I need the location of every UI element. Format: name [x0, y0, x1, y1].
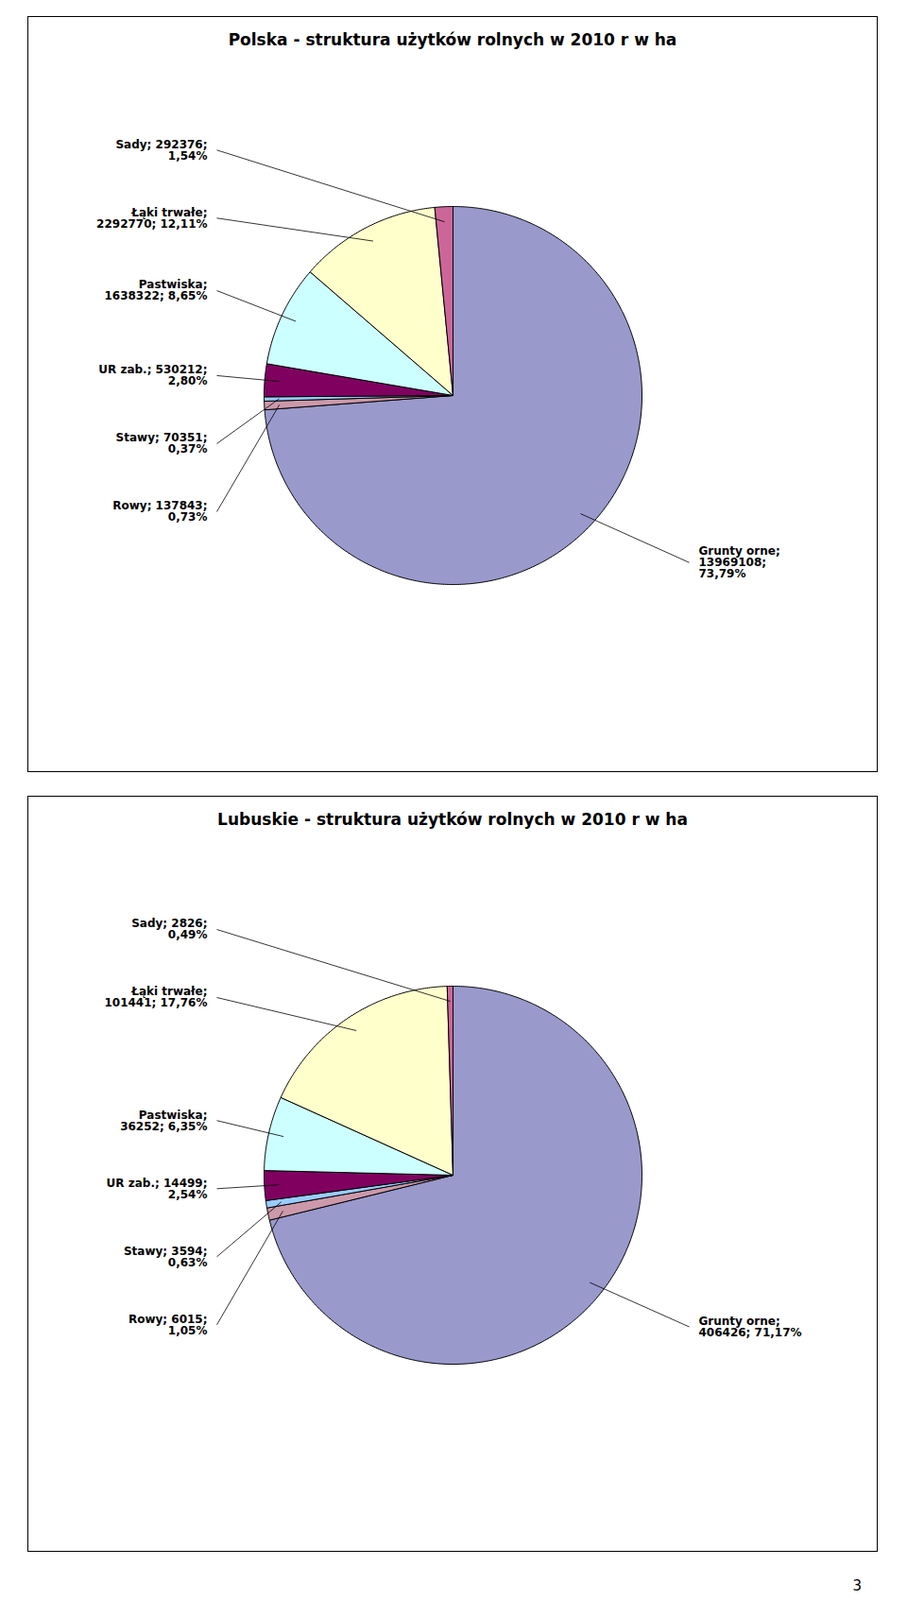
svg-text:Sady; 2826;0,49%: Sady; 2826;0,49% [131, 916, 207, 942]
svg-text:Sady; 292376;1,54%: Sady; 292376;1,54% [115, 137, 207, 163]
svg-text:Stawy; 3594;0,63%: Stawy; 3594;0,63% [123, 1244, 208, 1269]
svg-text:UR zab.; 14499;2,54%: UR zab.; 14499;2,54% [106, 1176, 208, 1201]
svg-text:Grunty orne;13969108;73,79%: Grunty orne;13969108;73,79% [699, 544, 781, 581]
svg-text:Pastwiska;1638322; 8,65%: Pastwiska;1638322; 8,65% [103, 277, 207, 303]
svg-text:Pastwiska;36252; 6,35%: Pastwiska;36252; 6,35% [119, 1108, 207, 1133]
svg-text:Stawy; 70351;0,37%: Stawy; 70351;0,37% [116, 430, 208, 456]
html-text:Lubuskie - struktura użytków r: Lubuskie - struktura użytków rolnych w 2… [217, 809, 688, 829]
svg-text:Rowy; 137843;0,73%: Rowy; 137843;0,73% [112, 498, 207, 524]
svg-text:Łąki trwałe;101441; 17,76%: Łąki trwałe;101441; 17,76% [103, 984, 207, 1010]
html-text:Polska - struktura użytków rol: Polska - struktura użytków rolnych w 201… [228, 30, 677, 50]
svg-text:Łąki trwałe;2292770; 12,11%: Łąki trwałe;2292770; 12,11% [96, 205, 207, 231]
svg-text:Rowy; 6015;1,05%: Rowy; 6015;1,05% [128, 1312, 208, 1337]
svg-text:Grunty orne;406426; 71,17%: Grunty orne;406426; 71,17% [699, 1314, 803, 1339]
svg-text:UR zab.; 530212;2,80%: UR zab.; 530212;2,80% [98, 362, 207, 388]
html-text:3: 3 [852, 1576, 862, 1594]
